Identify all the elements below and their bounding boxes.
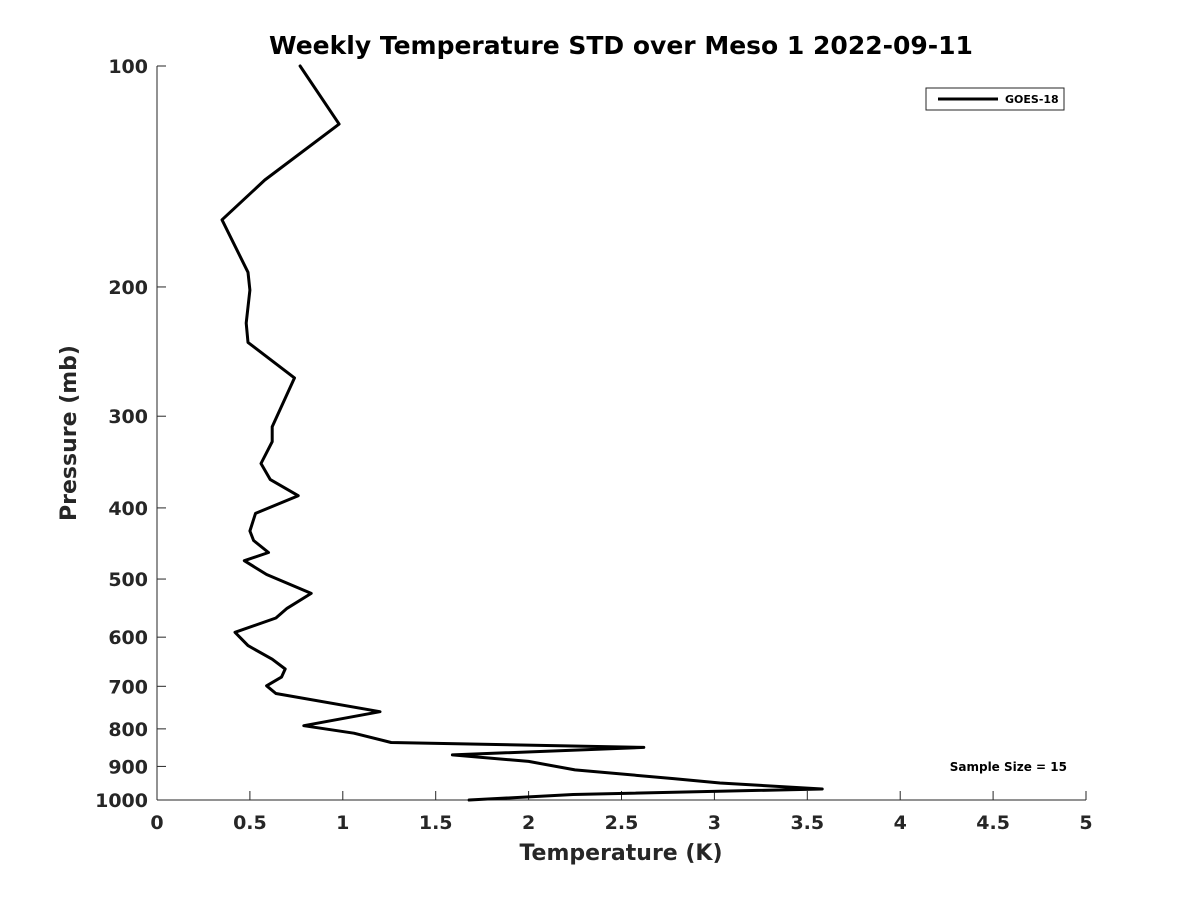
y-ticks: 100 200 300 400 500 600 700 800 900 1000 — [95, 56, 166, 812]
legend: GOES-18 — [925, 87, 1065, 111]
x-tick-label: 0.5 — [233, 812, 267, 834]
legend-label: GOES-18 — [1005, 93, 1059, 106]
y-tick-label: 300 — [108, 406, 148, 428]
y-tick-label: 200 — [108, 277, 148, 299]
x-ticks: 0 0.5 1 1.5 2 2.5 3 3.5 4 4.5 5 — [150, 791, 1093, 834]
x-tick-label: 1.5 — [419, 812, 453, 834]
x-tick-label: 0 — [150, 812, 163, 834]
y-axis-label: Pressure (mb) — [57, 345, 82, 521]
chart-title: Weekly Temperature STD over Meso 1 2022-… — [269, 31, 973, 60]
x-tick-label: 5 — [1079, 812, 1092, 834]
x-tick-label: 1 — [336, 812, 349, 834]
x-tick-label: 4.5 — [976, 812, 1010, 834]
y-tick-label: 1000 — [95, 790, 148, 812]
series-line-goes-18 — [220, 64, 824, 802]
y-tick-label: 100 — [108, 56, 148, 78]
x-tick-label: 2.5 — [605, 812, 639, 834]
x-tick-label: 3.5 — [790, 812, 824, 834]
y-tick-label: 400 — [108, 498, 148, 520]
y-tick-label: 700 — [108, 676, 148, 698]
x-tick-label: 3 — [708, 812, 721, 834]
x-tick-label: 2 — [522, 812, 535, 834]
y-tick-label: 600 — [108, 627, 148, 649]
y-tick-label: 500 — [108, 569, 148, 591]
y-tick-label: 900 — [108, 756, 148, 778]
x-axis-label: Temperature (K) — [519, 841, 722, 866]
sample-size-note: Sample Size = 15 — [950, 760, 1067, 774]
y-tick-label: 800 — [108, 719, 148, 741]
plot-area: 0 0.5 1 1.5 2 2.5 3 3.5 4 4.5 5 100 200 300 400 500 600… — [95, 56, 1093, 834]
x-tick-label: 4 — [894, 812, 907, 834]
